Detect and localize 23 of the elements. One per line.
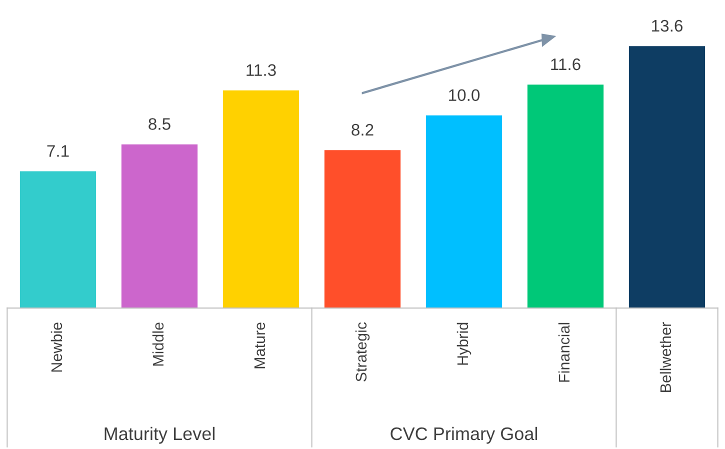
bar (20, 171, 96, 308)
bar (222, 90, 300, 308)
x-tick-label: Mature (254, 322, 266, 368)
bar (527, 84, 604, 308)
data-label: 10.0 (449, 89, 480, 102)
data-label: 11.6 (551, 58, 580, 70)
x-tick-label: Middle (152, 322, 164, 366)
bar (426, 115, 502, 308)
data-label: 13.6 (652, 20, 682, 32)
x-tick-label: Strategic (355, 322, 370, 382)
text: Maturity Level (104, 426, 214, 444)
data-label: 11.3 (246, 64, 276, 76)
bar (628, 46, 706, 308)
x-tick-label: Financial (558, 322, 570, 382)
data-label: 7.1 (47, 145, 69, 157)
x-tick-label: Newbie (50, 322, 62, 372)
bar (324, 150, 401, 308)
data-label: 8.2 (352, 124, 374, 136)
x-tick-label: Bellwether (660, 322, 672, 392)
text: CVC Primary Goal (390, 426, 538, 444)
data-label: 8.5 (148, 118, 170, 130)
x-tick-label: Hybrid (456, 322, 472, 365)
bar (121, 144, 198, 308)
